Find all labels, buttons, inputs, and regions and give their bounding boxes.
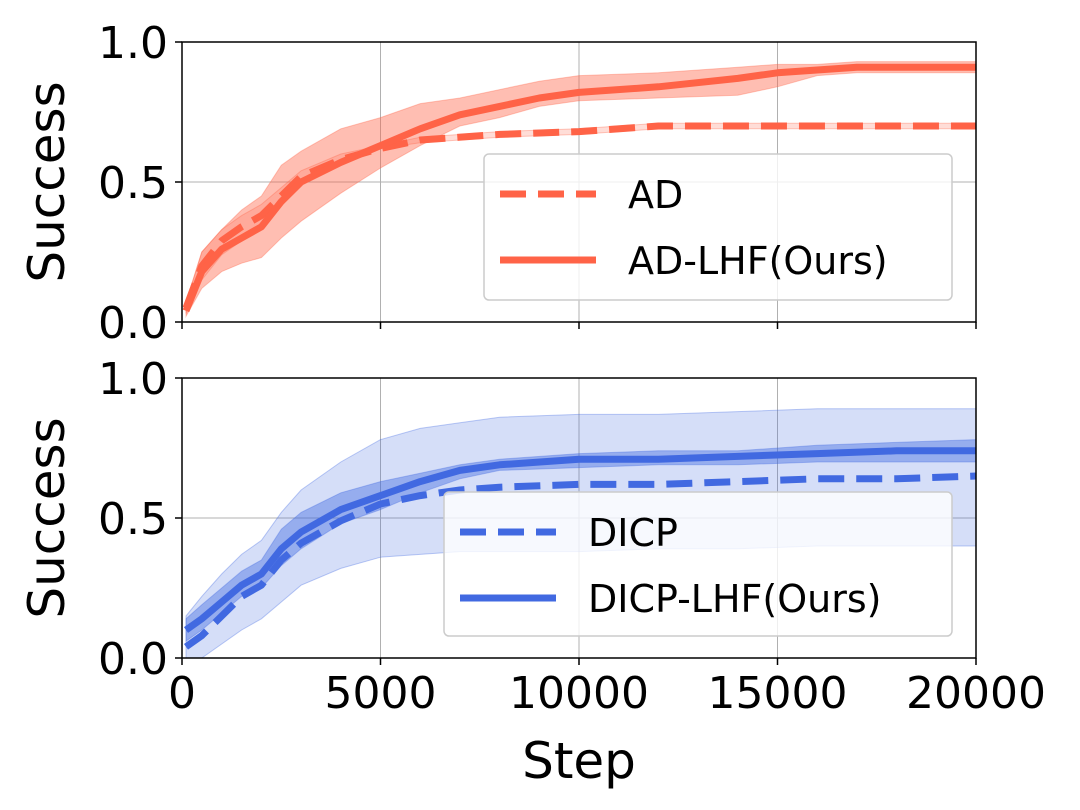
confidence-band-ours [185, 61, 976, 319]
series-line-ours [182, 63, 976, 313]
top-panel: 0.0 0.5 1.0 Success AD AD-LHF(Ours) [18, 18, 977, 349]
legend-box [443, 491, 953, 637]
x-tick-label: 10000 [509, 668, 649, 719]
x-tick-label: 15000 [708, 668, 848, 719]
x-tick-label: 20000 [906, 668, 1046, 719]
series-line-baseline [182, 122, 976, 310]
series-line-ours [183, 447, 976, 633]
bottom-panel: 0 5000 10000 15000 20000 0.0 0.5 1.0 Success DICP… [18, 354, 1046, 719]
series-line-baseline [183, 472, 976, 650]
y-tick-label: 1.0 [98, 354, 168, 405]
y-tick-label: 0.5 [98, 494, 168, 545]
x-tick-label: 5000 [325, 668, 437, 719]
x-tick-label: 0 [168, 668, 196, 719]
legend-label: AD [628, 173, 683, 217]
y-axis-label: Success [18, 417, 76, 618]
legend-label: DICP [588, 511, 678, 555]
y-tick-label: 0.5 [98, 158, 168, 209]
y-tick-label: 0.0 [98, 634, 168, 685]
y-tick-label: 1.0 [98, 18, 168, 69]
legend: DICP DICP-LHF(Ours) [443, 491, 953, 637]
legend: AD AD-LHF(Ours) [483, 153, 953, 301]
legend-label: DICP-LHF(Ours) [588, 577, 881, 621]
legend-box [483, 153, 953, 301]
y-tick-label: 0.0 [98, 298, 168, 349]
legend-label: AD-LHF(Ours) [628, 239, 888, 283]
x-axis-label: Step [522, 732, 636, 790]
y-axis-label: Success [18, 81, 76, 282]
